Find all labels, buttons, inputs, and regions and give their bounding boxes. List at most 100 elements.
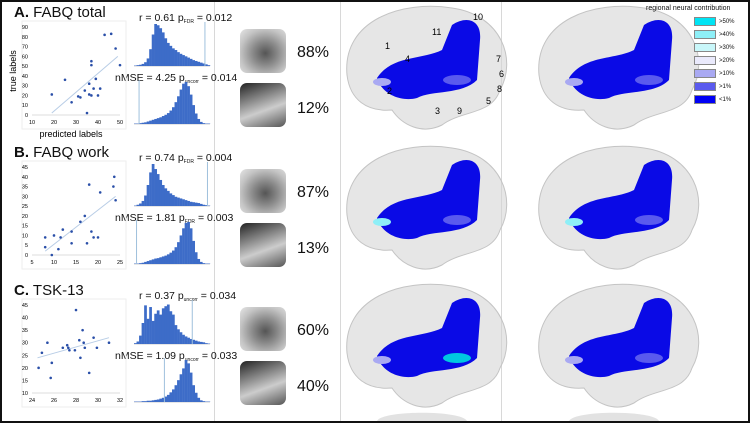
data-point [85, 241, 89, 245]
brain-render [346, 283, 508, 408]
data-point [95, 346, 99, 350]
data-point [70, 230, 73, 233]
y-tick-label: 20 [22, 214, 28, 220]
data-point [50, 361, 54, 365]
r-p-subscript: uncorr [183, 297, 198, 303]
histogram-bar [194, 202, 198, 206]
legend-label: <1% [719, 96, 732, 103]
legend-label: >40% [719, 31, 735, 38]
histogram-bar [204, 343, 208, 344]
x-tick-label: 15 [73, 260, 79, 266]
histogram-bar [172, 195, 175, 206]
data-point [87, 183, 91, 186]
histogram-bar [189, 228, 193, 264]
x-tick-label: 5 [30, 260, 33, 266]
x-tick-label: 26 [51, 398, 57, 404]
data-point [74, 308, 78, 312]
brain-render [538, 5, 700, 130]
histogram-bar [194, 113, 198, 124]
y-axis-label: true labels [8, 50, 18, 92]
brain-region [373, 218, 391, 226]
histogram-bar [199, 62, 203, 66]
histogram-bar [169, 110, 173, 124]
histogram-bar [146, 185, 150, 206]
histogram-bar [151, 320, 155, 344]
histogram-bar [164, 114, 168, 124]
data-point [90, 59, 93, 63]
y-tick-label: 0 [25, 253, 28, 259]
y-tick-label: 15 [22, 378, 28, 384]
histogram-bar [159, 28, 163, 66]
data-point [68, 348, 71, 352]
brain-region [635, 215, 663, 225]
histogram-bar [161, 116, 165, 124]
brain-region [565, 218, 583, 226]
legend: regional neural contribution >50% >40% >30… [646, 5, 748, 106]
x-tick-label: 10 [29, 120, 35, 126]
histogram-bar [156, 118, 160, 124]
histogram-bar [149, 120, 152, 124]
histogram-bar [151, 400, 155, 402]
legend-item: >20% [694, 54, 748, 67]
histogram-bar [197, 61, 201, 66]
histogram-bar [169, 45, 173, 66]
region-label-11: 11 [432, 27, 441, 37]
data-point [70, 241, 73, 245]
histogram-bar [156, 25, 160, 66]
data-point [46, 341, 49, 345]
histogram-bar [194, 252, 198, 264]
x-tick-label: 30 [95, 398, 101, 404]
y-tick-label: 45 [22, 165, 28, 171]
histogram-bar [177, 380, 180, 402]
histogram-bar [177, 242, 180, 264]
legend-swatch [694, 95, 716, 104]
brain-region [569, 160, 673, 240]
x-tick-label: 24 [29, 398, 35, 404]
panel-name: TSK-13 [32, 282, 84, 299]
panel-name: FABQ work [33, 144, 110, 161]
histogram-bar [154, 169, 157, 206]
data-point [103, 33, 106, 37]
data-point [87, 82, 91, 86]
y-tick-label: 40 [22, 74, 28, 80]
legend-item: >40% [694, 28, 748, 41]
data-point [57, 247, 60, 251]
r-value: r = 0.74 p [139, 152, 184, 164]
histogram-bar [144, 401, 147, 402]
column-divider [340, 2, 341, 421]
histogram-bar [154, 24, 157, 66]
panel-letter: A. [14, 4, 29, 21]
legend-item: <1% [694, 93, 748, 106]
brain-region [443, 75, 471, 85]
histogram-bar [154, 258, 157, 264]
plot-frame [21, 160, 127, 270]
histogram-bar [159, 398, 163, 402]
nmse-p-subscript: uncorr [184, 79, 199, 85]
data-point [43, 245, 47, 249]
y-tick-label: 45 [22, 303, 28, 309]
data-point [92, 236, 95, 239]
histogram-bar [204, 205, 208, 206]
histogram-bar [177, 197, 180, 206]
data-point [107, 341, 111, 345]
percent-top: 88% [297, 44, 330, 61]
data-point [85, 111, 89, 115]
legend-label: >50% [719, 18, 735, 25]
data-point [49, 376, 52, 380]
data-point [90, 230, 93, 233]
histogram-bar [161, 185, 165, 206]
histogram-bar [156, 174, 160, 206]
histogram-bar [174, 325, 178, 344]
histogram-bar [149, 307, 152, 344]
y-tick-label: 90 [22, 25, 28, 31]
histogram-bar [172, 250, 175, 264]
data-point [79, 220, 82, 224]
histogram-bar [187, 337, 190, 344]
y-tick-label: 20 [22, 366, 28, 372]
bending-posture-image [240, 29, 286, 73]
data-point [92, 87, 95, 90]
region-label-1: 1 [385, 41, 390, 51]
histogram-bar [136, 65, 140, 66]
nmse-statistic: nMSE = 1.09 puncorr = 0.033 [115, 350, 237, 363]
histogram-bar [192, 202, 195, 206]
